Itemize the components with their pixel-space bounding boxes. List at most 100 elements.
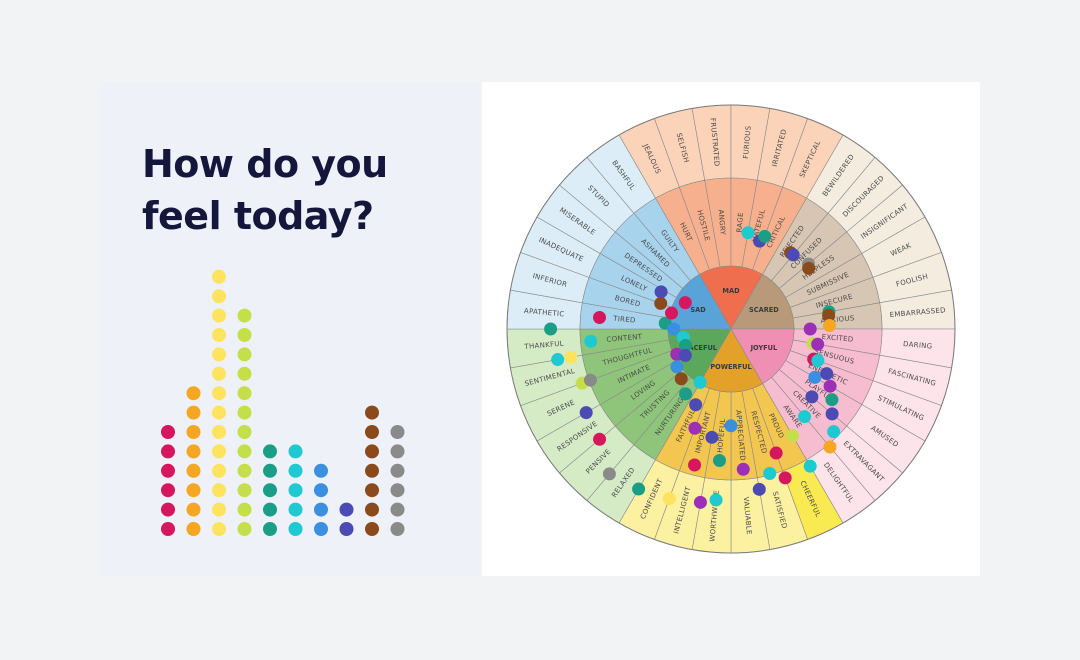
vote-dot bbox=[237, 425, 252, 439]
vote-dot bbox=[212, 386, 226, 401]
wheel-core-label-sad: SAD bbox=[690, 306, 706, 314]
wheel-vote-dot[interactable] bbox=[825, 393, 839, 407]
wheel-vote-dot[interactable] bbox=[679, 387, 693, 401]
wheel-vote-dot[interactable] bbox=[688, 421, 702, 435]
wheel-vote-dot[interactable] bbox=[827, 425, 841, 439]
wheel-vote-dot[interactable] bbox=[741, 226, 755, 240]
wheel-vote-dot[interactable] bbox=[664, 306, 678, 320]
vote-dot bbox=[390, 463, 405, 478]
wheel-vote-dot[interactable] bbox=[805, 390, 819, 404]
wheel-core-label-peaceful: PEACEFUL bbox=[679, 344, 718, 352]
vote-dot bbox=[161, 425, 175, 439]
wheel-vote-dot[interactable] bbox=[758, 229, 772, 243]
wheel-vote-dot[interactable] bbox=[602, 467, 616, 481]
wheel-vote-dot[interactable] bbox=[693, 495, 707, 509]
wheel-vote-dot[interactable] bbox=[654, 296, 668, 310]
vote-dot bbox=[263, 463, 277, 478]
wheel-core-joyful[interactable] bbox=[730, 328, 795, 384]
dot-column-yellow bbox=[212, 269, 226, 536]
wheel-vote-dot[interactable] bbox=[551, 353, 565, 367]
wheel-vote-dot[interactable] bbox=[786, 429, 800, 443]
feelings-wheel[interactable]: JEALOUS SELFISH FRUSTRATED FURIOUS IRRITATED… bbox=[482, 82, 980, 576]
wheel-vote-dot[interactable] bbox=[693, 375, 707, 389]
wheel-vote-dot[interactable] bbox=[584, 334, 598, 348]
wheel-vote-dot[interactable] bbox=[670, 360, 684, 374]
page-title: How do you feel today? bbox=[142, 138, 388, 242]
vote-dot bbox=[365, 405, 379, 420]
wheel-vote-dot[interactable] bbox=[811, 354, 825, 368]
wheel-vote-dot[interactable] bbox=[803, 322, 817, 336]
wheel-vote-dot[interactable] bbox=[712, 453, 726, 467]
wheel-vote-dot[interactable] bbox=[564, 350, 578, 364]
vote-dot bbox=[390, 502, 405, 517]
wheel-vote-dot[interactable] bbox=[736, 462, 750, 476]
vote-dot bbox=[186, 386, 201, 401]
wheel-vote-dot[interactable] bbox=[798, 410, 812, 424]
wheel-vote-dot[interactable] bbox=[724, 419, 738, 433]
wheel-vote-dot[interactable] bbox=[678, 348, 692, 362]
wheel-vote-dot[interactable] bbox=[752, 482, 766, 496]
vote-dot bbox=[365, 522, 379, 536]
wheel-vote-dot[interactable] bbox=[808, 370, 822, 384]
vote-dot bbox=[161, 444, 175, 459]
vote-dot bbox=[237, 463, 252, 478]
wheel-vote-dot[interactable] bbox=[583, 373, 597, 387]
wheel-vote-dot[interactable] bbox=[763, 467, 777, 481]
vote-dot bbox=[212, 308, 226, 323]
dot-column-cyan bbox=[288, 444, 303, 536]
vote-dot bbox=[161, 483, 175, 498]
wheel-vote-dot[interactable] bbox=[769, 446, 783, 460]
wheel-label-excited: EXCITED bbox=[821, 333, 853, 344]
wheel-vote-dot[interactable] bbox=[823, 379, 837, 393]
wheel-vote-dot[interactable] bbox=[803, 459, 817, 473]
wheel-vote-dot[interactable] bbox=[593, 310, 607, 324]
wheel-vote-dot[interactable] bbox=[544, 322, 558, 336]
vote-dot bbox=[212, 289, 226, 304]
wheel-core-mad[interactable] bbox=[699, 265, 763, 330]
wheel-label-tired: TIRED bbox=[612, 315, 636, 325]
wheel-vote-dot[interactable] bbox=[579, 406, 593, 420]
wheel-core-label-mad: MAD bbox=[722, 287, 740, 295]
wheel-vote-dot[interactable] bbox=[820, 367, 834, 381]
vote-dot bbox=[365, 463, 379, 478]
wheel-vote-dot[interactable] bbox=[822, 308, 836, 322]
wheel-vote-dot[interactable] bbox=[778, 471, 792, 485]
wheel-label-anxious: ANXIOUS bbox=[820, 314, 855, 325]
wheel-vote-dot[interactable] bbox=[823, 319, 836, 333]
vote-dot bbox=[365, 425, 379, 439]
wheel-label-thankful: THANKFUL bbox=[523, 340, 564, 352]
wheel-vote-dot[interactable] bbox=[667, 322, 681, 336]
dot-column-gray bbox=[390, 425, 405, 536]
wheel-vote-dot[interactable] bbox=[825, 407, 839, 421]
vote-dot bbox=[212, 483, 226, 498]
vote-dot bbox=[186, 405, 201, 420]
wheel-vote-dot[interactable] bbox=[674, 372, 688, 386]
vote-dot bbox=[314, 502, 328, 517]
wheel-vote-dot[interactable] bbox=[705, 430, 719, 444]
wheel-vote-dot[interactable] bbox=[654, 285, 668, 299]
wheel-vote-dot[interactable] bbox=[678, 296, 692, 310]
wheel-vote-dot[interactable] bbox=[786, 248, 800, 262]
vote-dot bbox=[237, 347, 252, 362]
wheel-label-content: CONTENT bbox=[606, 333, 643, 344]
wheel-vote-dot[interactable] bbox=[679, 339, 693, 353]
wheel-vote-dot[interactable] bbox=[688, 458, 702, 472]
dot-column-blue bbox=[314, 463, 328, 536]
vote-dot bbox=[390, 444, 405, 459]
wheel-label-valuable: VALUABLE bbox=[742, 496, 753, 535]
wheel-vote-dot[interactable] bbox=[662, 492, 676, 506]
wheel-vote-dot[interactable] bbox=[689, 398, 703, 412]
wheel-core-scared[interactable] bbox=[730, 274, 795, 330]
wheel-label-hopeful: HOPEFUL bbox=[716, 418, 727, 453]
wheel-label-apathetic: APATHETIC bbox=[524, 307, 565, 319]
wheel-vote-dot[interactable] bbox=[632, 482, 646, 496]
wheel-vote-dot[interactable] bbox=[709, 493, 723, 507]
vote-dot bbox=[212, 522, 226, 536]
wheel-vote-dot[interactable] bbox=[593, 432, 607, 446]
wheel-vote-dot[interactable] bbox=[802, 261, 816, 275]
vote-dot bbox=[365, 444, 379, 459]
wheel-label-angry: ANGRY bbox=[717, 209, 727, 236]
wheel-vote-dot[interactable] bbox=[823, 440, 837, 454]
vote-dot bbox=[212, 269, 226, 284]
wheel-vote-dot[interactable] bbox=[811, 337, 825, 351]
